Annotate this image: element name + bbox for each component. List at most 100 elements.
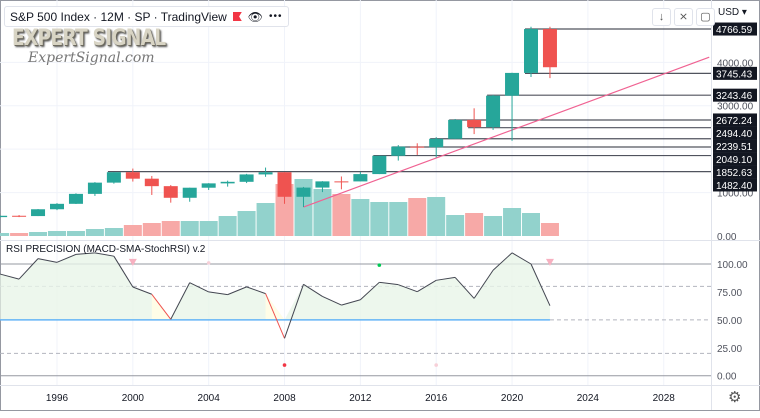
rsi-axis-tick: 100.00 [717,260,748,271]
time-axis-tick: 1996 [46,393,69,404]
time-axis-tick: 2004 [198,393,221,404]
volume-bar [389,202,408,236]
price-level-label: 1482.40 [716,181,753,192]
rsi-line-segment [18,258,39,280]
price-level-label-bg [713,88,757,102]
scroll-down-icon[interactable]: ↓ [652,8,671,26]
time-axis-tick: 2000 [122,393,145,404]
rsi-line-segment [530,263,551,306]
price-axis-tick: 0.00 [717,232,737,243]
rsi-line-segment [227,286,247,296]
rsi-signal-dot [206,261,211,265]
price-level-label: 2049.10 [716,155,753,166]
volume-bar [104,228,123,236]
time-axis-tick: 2020 [501,393,524,404]
rsi-signal-dot [434,363,439,367]
candle-body [486,95,501,128]
candle-body [182,187,197,198]
price-level-label: 2494.40 [716,129,753,140]
maximize-icon[interactable]: ▢ [696,8,715,26]
rsi-axis-tick: 50.00 [717,316,742,327]
time-axis-tick: 2016 [425,393,448,404]
rsi-line-segment [303,283,323,297]
volume-bar [465,213,484,236]
rsi-axis-tick: 0.00 [717,372,737,383]
symbol-legend[interactable]: S&P 500 Index · 12M · SP · TradingView 👁… [4,6,289,27]
rsi-line-segment [37,258,58,263]
rsi-line-segment [511,252,532,265]
rsi-line-segment [170,282,191,320]
flag-icon[interactable] [232,12,242,21]
rsi-line-segment [56,253,77,263]
rsi-line-segment [265,293,285,339]
rsi-line-segment [454,277,475,299]
candle-body [391,146,406,156]
candle-body [429,138,444,148]
rsi-signal-triangle [545,258,554,266]
price-axis-tick: 4000.00 [717,58,754,69]
volume-bar [218,216,237,236]
volume-bar [446,215,465,236]
rsi-bearish-fill [265,293,285,320]
volume-bar [332,194,351,236]
rsi-legend[interactable]: RSI PRECISION (MACD-SMA-StochRSI) v.2 [6,244,206,255]
gear-icon[interactable]: ⚙ [728,389,742,406]
rsi-line-segment [416,279,437,293]
volume-bar [180,221,199,236]
candle-body [542,29,557,68]
time-axis-tick: 2028 [653,393,676,404]
candle-body [201,183,216,188]
price-level-label: 4766.59 [716,25,753,36]
price-level-label: 1852.63 [716,168,753,179]
rsi-line-segment [246,286,266,295]
volume-bar [427,197,446,236]
rsi-line-segment [436,276,456,281]
rsi-line-segment [75,252,95,255]
volume-bar [484,216,503,236]
price-level-label-bg [713,165,757,179]
candle-body [524,29,538,73]
rsi-line-segment [492,252,513,271]
volume-bar [0,233,10,236]
price-level-label: 3243.46 [716,91,753,102]
volume-bar [275,184,294,236]
rsi-line-segment [322,295,342,306]
time-axis-tick: 2024 [577,393,600,404]
candle-body [87,182,102,194]
rsi-line-segment [132,286,152,295]
candle-body [467,119,482,128]
watermark-logo: EXPERT SIGNAL [12,26,166,51]
currency-label: USD [718,7,740,18]
collapse-icon[interactable]: ⨯ [674,8,693,26]
rsi-line-segment [473,269,494,299]
rsi-line-segment [284,284,304,339]
rsi-signal-triangle [128,258,137,266]
price-level-label-bg [713,66,757,80]
candle-body [505,72,520,96]
price-axis-tick: 1000.00 [717,189,754,200]
rsi-axis-tick: 75.00 [717,288,742,299]
candle-body [410,146,425,148]
candle-body [296,187,311,197]
rsi-line-segment [379,281,399,286]
volume-bar [351,199,370,236]
volume-bar [161,221,180,236]
price-level-label-bg [713,152,757,166]
currency-selector[interactable]: USD ▾ [718,7,747,18]
candle-body [0,215,8,218]
candle-body [353,174,368,182]
rsi-axis-tick: 25.00 [717,344,742,355]
more-icon[interactable]: ••• [269,11,283,22]
volume-bar [503,208,522,236]
price-level-label-bg [713,139,757,153]
symbol-legend-text: S&P 500 Index · 12M · SP · TradingView [10,9,227,24]
volume-bar [85,229,104,236]
candle-body [448,119,463,139]
volume-bar [408,198,427,236]
volume-bar [142,223,161,236]
volume-bar [123,225,142,236]
eye-icon[interactable]: 👁︎ [247,9,264,24]
rsi-line-segment [398,284,418,293]
trendline [303,56,710,208]
